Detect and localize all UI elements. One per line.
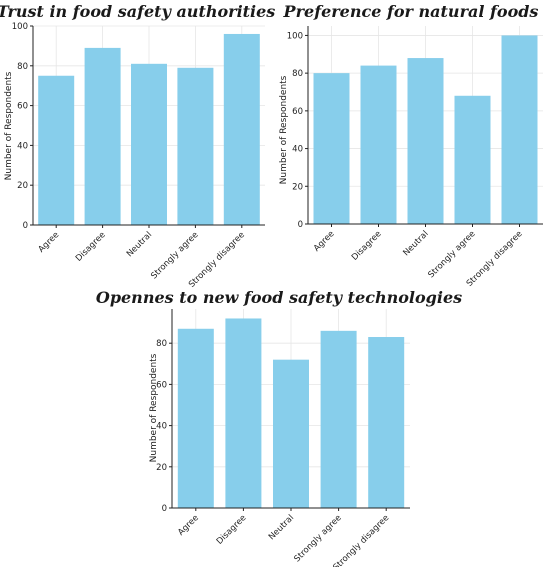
bar	[225, 318, 262, 508]
bar	[407, 58, 444, 224]
y-tick-label: 20	[156, 463, 167, 473]
chart-title: Opennes to new food safety technologies	[96, 288, 462, 307]
y-axis-label: Number of Respondents	[4, 71, 14, 180]
y-tick-label: 0	[162, 504, 167, 514]
y-tick-label: 40	[17, 141, 28, 151]
x-tick-label: Disagree	[350, 229, 384, 263]
x-tick-label: Strongly agree	[426, 229, 477, 280]
bar	[177, 67, 214, 225]
x-tick-label: Agree	[312, 229, 337, 254]
bar	[38, 75, 75, 225]
bar	[360, 65, 397, 224]
bar	[313, 73, 350, 225]
y-tick-label: 0	[23, 221, 28, 231]
y-tick-label: 80	[17, 62, 28, 72]
bar	[368, 337, 405, 508]
x-tick-label: Strongly agree	[292, 513, 343, 564]
chart-openness: Opennes to new food safety technologies …	[96, 288, 462, 567]
bar	[177, 328, 214, 508]
bar	[454, 95, 491, 225]
y-tick-label: 80	[292, 69, 303, 79]
y-tick-label: 80	[156, 339, 167, 349]
x-tick-label: Neutral	[401, 229, 430, 258]
chart-trust: Trust in food safety authorities Number …	[0, 2, 275, 290]
y-tick-label: 20	[17, 181, 28, 191]
y-tick-label: 20	[292, 182, 303, 192]
y-tick-label: 40	[292, 145, 303, 155]
y-tick-label: 60	[156, 380, 167, 390]
x-tick-label: Agree	[37, 230, 62, 255]
y-tick-label: 60	[17, 102, 28, 112]
bar	[501, 35, 538, 224]
x-tick-label: Disagree	[74, 230, 108, 264]
chart-title: Trust in food safety authorities	[0, 2, 275, 21]
chart-natural: Preference for natural foods Number of R…	[279, 2, 543, 289]
y-tick-label: 0	[298, 220, 303, 230]
y-tick-label: 100	[12, 22, 28, 32]
y-tick-label: 60	[292, 107, 303, 117]
y-tick-label: 100	[287, 31, 303, 41]
y-tick-label: 40	[156, 422, 167, 432]
bar	[131, 63, 167, 226]
bar	[84, 47, 121, 225]
x-tick-label: Neutral	[267, 513, 296, 542]
bar	[223, 33, 260, 226]
bar	[273, 359, 309, 508]
bar	[320, 330, 357, 508]
chart-title: Preference for natural foods	[283, 2, 539, 21]
x-tick-label: Strongly agree	[149, 230, 200, 281]
x-tick-label: Agree	[176, 513, 201, 538]
y-axis-label: Number of Respondents	[149, 353, 159, 462]
x-tick-label: Disagree	[215, 513, 249, 547]
x-tick-label: Neutral	[125, 230, 154, 259]
y-axis-label: Number of Respondents	[279, 75, 289, 184]
